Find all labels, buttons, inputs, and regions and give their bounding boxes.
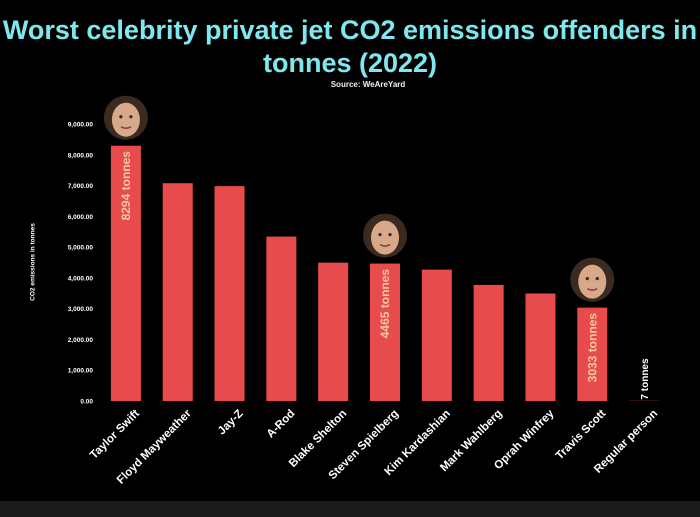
data-label: 7 tonnes [640, 358, 651, 400]
portrait-face [578, 264, 607, 299]
y-tick-label: 5,000.00 [68, 245, 94, 252]
bar-kim-kardashian [421, 269, 452, 401]
portrait-eye [595, 277, 599, 281]
y-tick-label: 2,000.00 [68, 337, 94, 344]
portrait-photo [363, 213, 407, 258]
y-tick-label: 9,000.00 [68, 122, 94, 129]
x-tick-label: Travis Scott [554, 408, 609, 463]
bar-oprah-winfrey [525, 293, 556, 401]
bar-travis-scott [577, 307, 608, 401]
y-tick-label: 4,000.00 [68, 275, 94, 282]
portrait-eye [129, 115, 133, 119]
portrait-mouth [120, 126, 132, 129]
y-tick-label: 1,000.00 [68, 368, 94, 375]
x-tick-label: Jay-Z [216, 408, 246, 438]
bar-a-rod [266, 236, 297, 401]
x-tick-label: Taylor Swift [88, 408, 142, 462]
y-tick-label: 3,000.00 [68, 306, 94, 313]
portrait-eye [119, 115, 123, 119]
bar-jay-z [214, 186, 245, 401]
data-label: 4465 tonnes [378, 269, 392, 339]
portrait-eye [585, 277, 589, 281]
y-tick-label: 6,000.00 [68, 214, 94, 221]
portrait-face [371, 220, 399, 255]
portrait-face [111, 102, 140, 137]
bar-floyd-mayweather [162, 183, 193, 401]
portrait-mouth [379, 243, 391, 247]
y-tick-label: 0.00 [80, 399, 93, 406]
portrait-eye [388, 232, 392, 237]
x-tick-label: A-Rod [265, 408, 298, 441]
portrait-photo [103, 95, 148, 140]
portrait-mouth [586, 287, 598, 291]
bar-blake-shelton [318, 262, 349, 401]
data-label: 8294 tonnes [119, 151, 133, 221]
data-label: 3033 tonnes [585, 313, 599, 383]
chart-title: Worst celebrity private jet CO2 emission… [2, 15, 698, 78]
bar-steven-spielberg [370, 263, 400, 401]
bottom-band [0, 501, 700, 517]
portrait-eye [378, 232, 382, 237]
bar-mark-wahlberg [473, 284, 504, 401]
portrait-photo [570, 257, 615, 302]
y-tick-label: 8,000.00 [68, 152, 94, 159]
bar-taylor-swift [110, 145, 141, 401]
chart-subtitle: Source: WeAreYard [330, 80, 406, 89]
y-tick-label: 7,000.00 [68, 183, 94, 190]
